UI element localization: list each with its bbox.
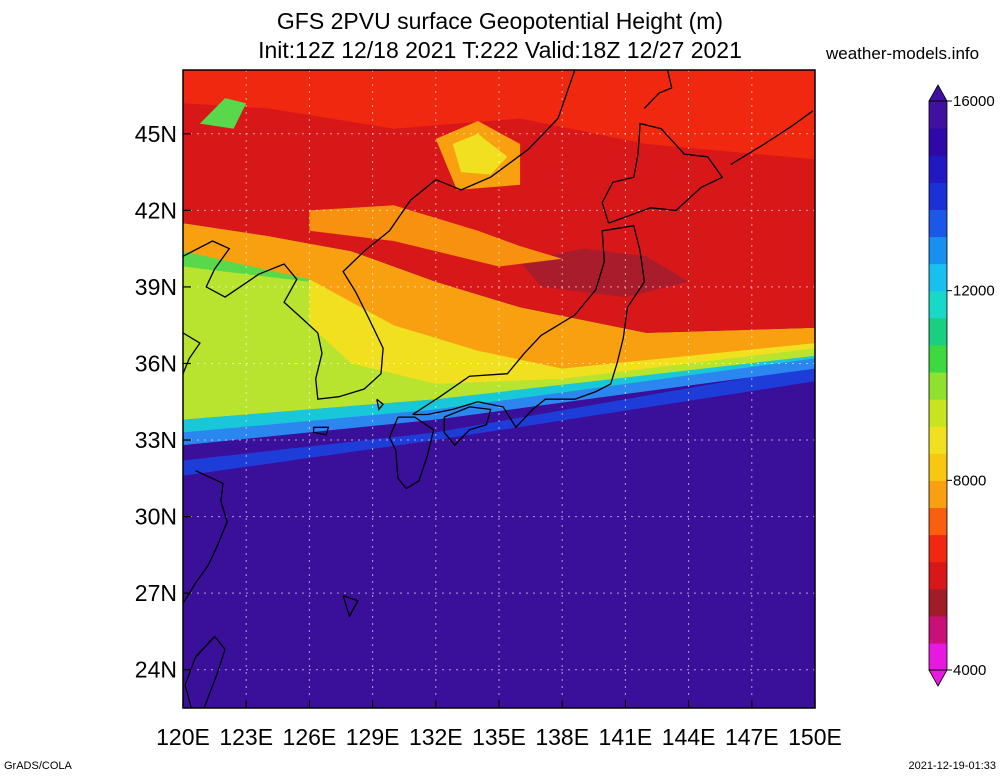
coast-honshu bbox=[412, 224, 646, 429]
colorbar-swatch bbox=[929, 480, 947, 509]
x-tick-label: 129E bbox=[346, 724, 400, 750]
region-red-zone bbox=[183, 70, 815, 160]
height-field bbox=[183, 70, 815, 708]
coast-china-korea-coast bbox=[183, 70, 576, 400]
colorbar-swatch bbox=[929, 426, 947, 454]
colorbar-swatch bbox=[929, 615, 947, 644]
y-tick-label: 33N bbox=[135, 427, 177, 453]
coast-china-south-coast bbox=[183, 470, 228, 604]
x-tick-label: 120E bbox=[156, 724, 210, 750]
colorbar-label: 12000 bbox=[953, 283, 995, 300]
coast-jeju bbox=[312, 426, 330, 436]
map-plot-area bbox=[183, 70, 815, 708]
coast-okinawa bbox=[342, 595, 359, 618]
colorbar-swatch bbox=[929, 317, 947, 346]
coast-tsushima bbox=[376, 398, 385, 411]
region-green-blob bbox=[199, 98, 247, 129]
colorbar-bottom-arrow bbox=[928, 669, 948, 687]
coast-kurils bbox=[730, 110, 814, 165]
colorbar-swatch bbox=[929, 290, 947, 319]
axis-ticks: 120E 123E 126E 129E 132E 135E 138E 141E 144E 147E… bbox=[135, 121, 842, 750]
y-tick-label: 42N bbox=[135, 197, 177, 223]
y-tick-label: 36N bbox=[135, 350, 177, 376]
coast-china-east-coast bbox=[183, 332, 201, 374]
colorbar-swatch bbox=[929, 453, 947, 481]
footer-timestamp: 2021-12-19-01:33 bbox=[908, 760, 996, 772]
coast-sakhalin bbox=[643, 70, 673, 109]
y-tick-label: 24N bbox=[135, 657, 177, 683]
x-tick-label: 141E bbox=[599, 724, 653, 750]
x-tick-label: 132E bbox=[409, 724, 463, 750]
site-credit: weather-models.info bbox=[826, 44, 980, 63]
x-tick-label: 126E bbox=[283, 724, 337, 750]
coastlines bbox=[183, 70, 814, 708]
region-orange-ridge bbox=[309, 205, 563, 267]
chart-subtitle: Init:12Z 12/18 2021 T:222 Valid:18Z 12/2… bbox=[258, 37, 742, 63]
coast-kyushu bbox=[388, 416, 435, 490]
y-tick-label: 27N bbox=[135, 580, 177, 606]
coast-hokkaido bbox=[601, 122, 724, 224]
colorbar: 16000 12000 8000 4000 bbox=[928, 84, 995, 687]
colorbar-swatch bbox=[929, 182, 947, 210]
colorbar-swatch bbox=[929, 236, 947, 265]
y-tick-label: 45N bbox=[135, 121, 177, 147]
colorbar-label: 8000 bbox=[953, 472, 986, 489]
y-tick-label: 30N bbox=[135, 504, 177, 530]
x-tick-label: 144E bbox=[662, 724, 716, 750]
x-tick-label: 135E bbox=[472, 724, 526, 750]
colorbar-swatch bbox=[929, 128, 947, 156]
y-tick-label: 39N bbox=[135, 274, 177, 300]
colorbar-swatch bbox=[929, 507, 947, 536]
colorbar-swatch bbox=[929, 534, 947, 563]
colorbar-swatch bbox=[929, 561, 947, 590]
colorbar-label: 16000 bbox=[953, 93, 995, 110]
footer-software: GrADS/COLA bbox=[4, 760, 72, 772]
x-tick-label: 123E bbox=[219, 724, 273, 750]
region-blue-zone bbox=[183, 366, 815, 476]
colorbar-label: 4000 bbox=[953, 662, 986, 679]
colorbar-swatch bbox=[929, 399, 947, 427]
colorbar-top-arrow bbox=[928, 84, 948, 102]
colorbar-swatch bbox=[929, 588, 947, 617]
colorbar-swatch bbox=[929, 263, 947, 292]
coast-shikoku bbox=[443, 406, 492, 447]
colorbar-frame bbox=[928, 100, 948, 671]
region-yellow-blob bbox=[452, 133, 508, 175]
coast-taiwan bbox=[184, 636, 226, 708]
gridlines bbox=[183, 70, 815, 708]
colorbar-swatch bbox=[929, 209, 947, 238]
x-tick-label: 150E bbox=[788, 724, 842, 750]
colorbar-swatch bbox=[929, 642, 947, 671]
x-tick-label: 147E bbox=[725, 724, 779, 750]
colorbar-swatch bbox=[929, 101, 947, 129]
x-tick-label: 138E bbox=[535, 724, 589, 750]
chart-title: GFS 2PVU surface Geopotential Height (m) bbox=[276, 8, 724, 34]
colorbar-swatch bbox=[929, 371, 947, 400]
region-orange-zone bbox=[183, 223, 815, 369]
colorbar-swatch bbox=[929, 344, 947, 373]
colorbar-swatch bbox=[929, 155, 947, 183]
region-tropical-high bbox=[183, 389, 815, 708]
